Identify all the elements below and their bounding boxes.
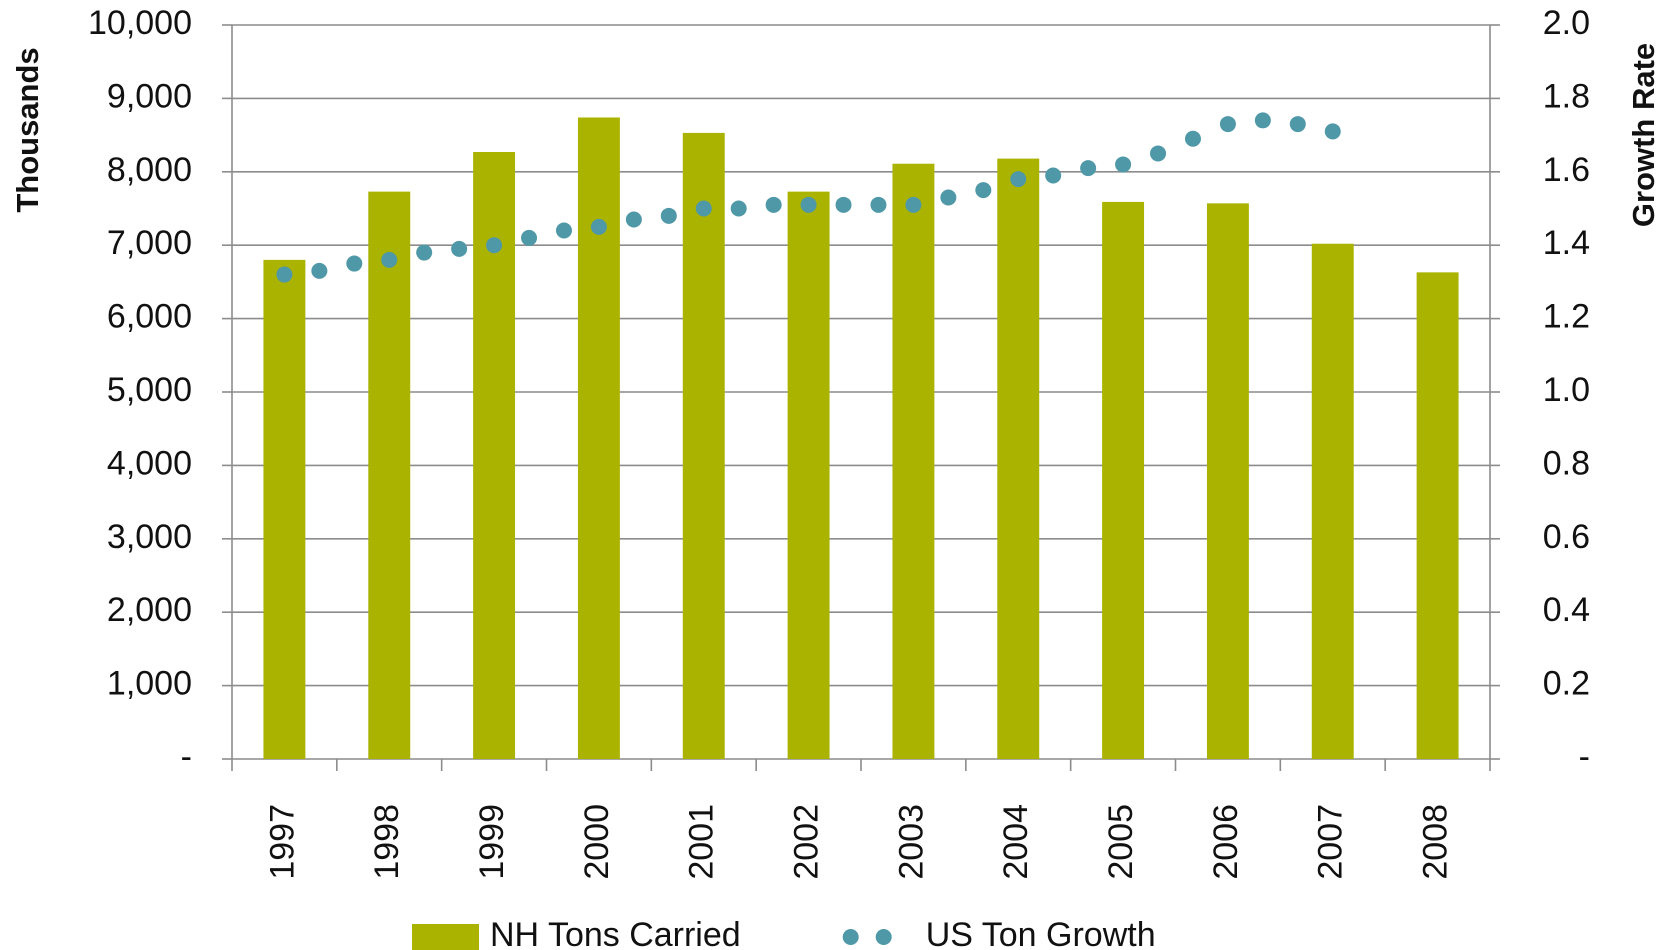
x-tick-label: 2000: [578, 804, 616, 880]
dot: [1324, 123, 1341, 140]
bar: [368, 191, 411, 760]
y-tick-label: 10,000: [88, 4, 192, 42]
y-tick-label: 8,000: [107, 151, 192, 189]
y2-tick-label: 0.6: [1543, 518, 1590, 556]
y2-tick-label: -: [1579, 738, 1590, 776]
dot: [695, 200, 712, 217]
dot: [940, 189, 957, 206]
bar: [1416, 272, 1459, 759]
dot: [905, 196, 922, 213]
dot: [870, 196, 887, 213]
dot: [276, 266, 293, 283]
bar: [997, 158, 1040, 759]
x-tick-label: 2003: [892, 804, 930, 880]
y2-tick-label: 1.2: [1543, 298, 1590, 336]
dot: [975, 182, 992, 199]
dot: [625, 211, 642, 228]
x-tick-label: 2008: [1417, 804, 1455, 880]
y2-tick-label: 1.8: [1543, 77, 1590, 115]
dot: [1219, 116, 1236, 133]
y-tick-label: 9,000: [107, 77, 192, 115]
x-tick-label: 2002: [788, 804, 826, 880]
dot: [416, 244, 433, 261]
dot: [555, 222, 572, 239]
y2-tick-label: 1.6: [1543, 151, 1590, 189]
legend-swatch: [875, 929, 892, 945]
y2-tick-label: 1.0: [1543, 371, 1590, 409]
dot: [521, 229, 538, 246]
y-tick-label: -: [181, 738, 192, 776]
dot: [1115, 156, 1132, 173]
y-tick-label: 2,000: [107, 591, 192, 629]
y-tick-label: 5,000: [107, 371, 192, 409]
dot: [1010, 171, 1027, 188]
bar: [577, 117, 620, 759]
dot: [346, 255, 363, 272]
dot: [486, 237, 503, 254]
y-axis-title: Thousands: [10, 47, 45, 212]
dot: [1080, 160, 1097, 177]
y-tick-label: 4,000: [107, 444, 192, 482]
y-tick-label: 1,000: [107, 665, 192, 703]
y-tick-label: 6,000: [107, 298, 192, 336]
dot: [1150, 145, 1167, 162]
x-tick-label: 2007: [1312, 804, 1350, 880]
x-tick-label: 2006: [1207, 804, 1245, 880]
y2-tick-label: 0.8: [1543, 444, 1590, 482]
bar: [263, 259, 306, 759]
legend-swatch: [412, 924, 479, 950]
x-tick-label: 2001: [683, 804, 721, 880]
x-tick-label: 2004: [997, 804, 1035, 880]
y2-tick-label: 0.4: [1543, 591, 1590, 629]
bar: [1311, 243, 1354, 759]
y2-tick-label: 0.2: [1543, 665, 1590, 703]
y-tick-label: 3,000: [107, 518, 192, 556]
x-tick-label: 1998: [368, 804, 406, 880]
legend-swatch: [842, 929, 859, 945]
bar: [892, 163, 935, 759]
dot: [311, 262, 328, 279]
dot: [765, 196, 782, 213]
bar: [682, 132, 725, 759]
dot: [590, 218, 607, 235]
dot: [451, 240, 468, 257]
dot: [1184, 130, 1201, 147]
bar: [1102, 201, 1145, 760]
bar: [1206, 203, 1249, 759]
dot: [800, 196, 817, 213]
bar: [787, 191, 830, 760]
y2-tick-label: 1.4: [1543, 224, 1590, 262]
legend-label: NH Tons Carried: [490, 916, 741, 950]
legend-label: US Ton Growth: [926, 916, 1156, 950]
dot: [730, 200, 747, 217]
y2-tick-label: 2.0: [1543, 4, 1590, 42]
dot: [660, 207, 677, 224]
dot: [1045, 167, 1062, 184]
dot: [1254, 112, 1271, 129]
y2-axis-title: Growth Rate: [1626, 43, 1661, 227]
x-tick-label: 1997: [263, 804, 301, 880]
dot: [381, 251, 398, 268]
y-tick-label: 7,000: [107, 224, 192, 262]
dot: [1289, 116, 1306, 133]
x-tick-label: 1999: [473, 804, 511, 880]
dot: [835, 196, 852, 213]
x-tick-label: 2005: [1102, 804, 1140, 880]
